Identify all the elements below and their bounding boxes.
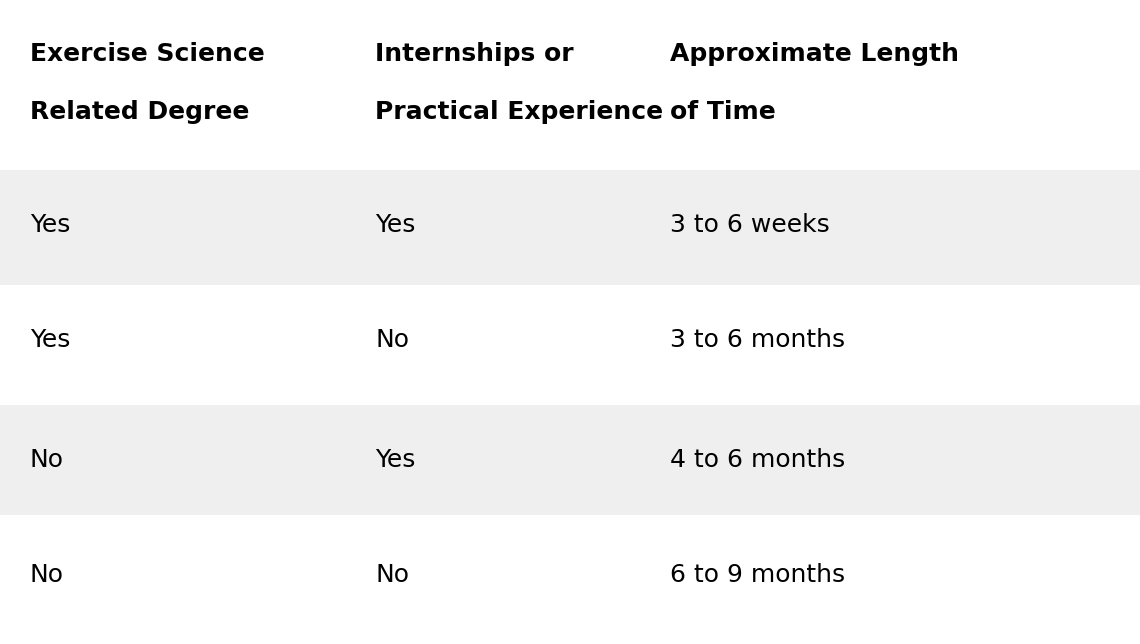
Text: of Time: of Time [670, 100, 775, 124]
Bar [0, 170, 1140, 285]
Bar [0, 405, 1140, 515]
Text: No: No [30, 563, 64, 587]
Text: 3 to 6 weeks: 3 to 6 weeks [670, 213, 830, 237]
Text: Yes: Yes [375, 448, 415, 472]
Text: No: No [375, 328, 409, 352]
Text: Practical Experience: Practical Experience [375, 100, 663, 124]
Text: Internships or: Internships or [375, 42, 573, 66]
Text: Approximate Length: Approximate Length [670, 42, 959, 66]
Text: Yes: Yes [375, 213, 415, 237]
Text: No: No [375, 563, 409, 587]
Text: Yes: Yes [30, 328, 71, 352]
Text: Yes: Yes [30, 213, 71, 237]
Text: No: No [30, 448, 64, 472]
Text: 4 to 6 months: 4 to 6 months [670, 448, 845, 472]
Text: Exercise Science: Exercise Science [30, 42, 264, 66]
Text: 6 to 9 months: 6 to 9 months [670, 563, 845, 587]
Text: Related Degree: Related Degree [30, 100, 250, 124]
Text: 3 to 6 months: 3 to 6 months [670, 328, 845, 352]
